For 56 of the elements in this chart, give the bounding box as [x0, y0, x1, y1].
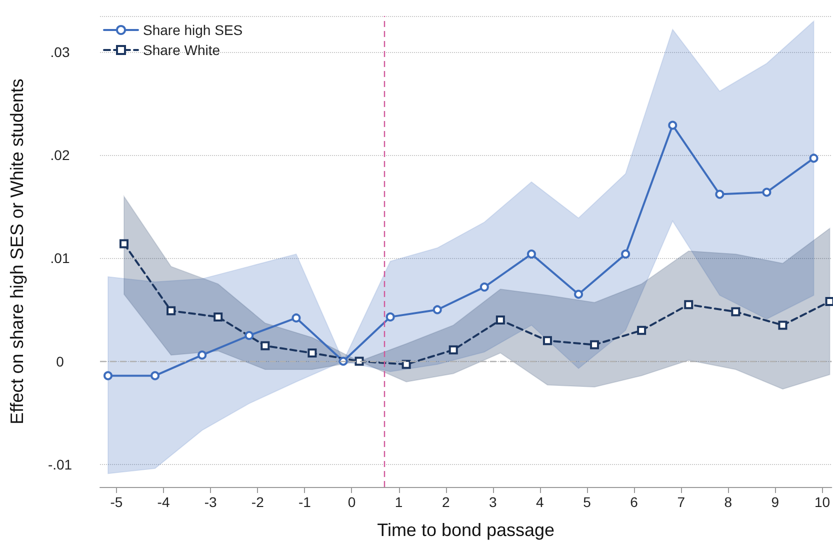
x-tick-label: 3 [488, 494, 497, 510]
y-tick-label: 0 [56, 353, 64, 370]
point [542, 336, 552, 346]
x-tick-label: -1 [298, 494, 312, 510]
point [244, 331, 254, 340]
point [496, 316, 505, 325]
x-tick-label: -3 [204, 494, 218, 510]
point [778, 320, 788, 330]
point [526, 250, 536, 259]
point [214, 312, 223, 322]
point [119, 239, 128, 248]
point [402, 360, 411, 369]
x-tick-label: 8 [724, 494, 732, 510]
point [150, 371, 160, 380]
point [762, 188, 772, 197]
x-tick-label: 2 [442, 494, 450, 510]
y-tick-label: .03 [50, 44, 70, 60]
point [825, 296, 833, 306]
point [621, 250, 630, 259]
x-tick-label: 5 [583, 494, 592, 510]
x-tick-label: -4 [157, 494, 170, 510]
point [448, 345, 458, 354]
y-tick-label: .01 [50, 250, 70, 266]
x-tick-label: 0 [348, 494, 356, 510]
point [432, 305, 442, 314]
y-tick-label: -.01 [48, 456, 72, 472]
y-axis-title: Effect on share high SES or White students [7, 78, 27, 424]
point [590, 340, 600, 350]
point [166, 306, 176, 316]
y-tick-label: .02 [50, 147, 70, 164]
x-tick-label: 9 [771, 494, 780, 510]
point [104, 371, 112, 380]
point [637, 326, 646, 335]
point [809, 154, 818, 163]
point [308, 348, 317, 358]
x-tick-label: 10 [814, 494, 830, 510]
x-tick-label: 7 [677, 494, 686, 510]
point [731, 307, 740, 316]
x-tick-label: 6 [630, 494, 638, 510]
x-axis-title: Time to bond passage [377, 520, 555, 540]
legend-label: Share White [143, 42, 220, 58]
x-tick-label: 4 [536, 494, 544, 510]
x-tick-label: -2 [251, 494, 264, 510]
point [574, 290, 584, 299]
point [480, 282, 489, 292]
point [684, 300, 694, 310]
point [260, 341, 270, 350]
point [354, 356, 364, 366]
x-tick-label: 1 [394, 494, 403, 510]
x-tick-label: -5 [110, 494, 123, 510]
point [386, 312, 395, 322]
point [668, 120, 678, 130]
legend-label: Share high SES [143, 22, 243, 38]
point [292, 313, 301, 322]
point [198, 350, 207, 360]
point [715, 190, 724, 199]
